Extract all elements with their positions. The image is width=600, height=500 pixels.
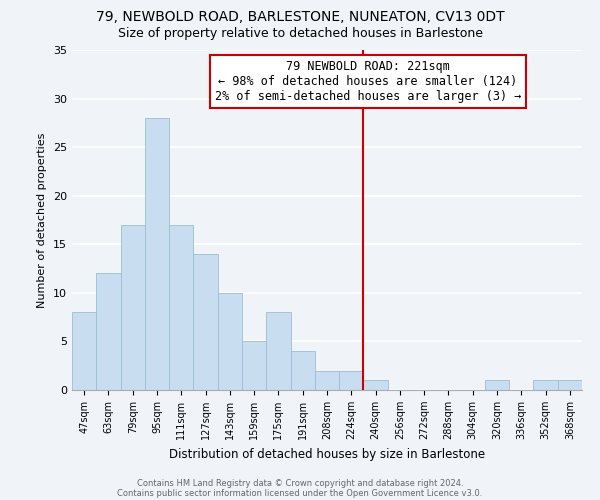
Bar — [290, 351, 315, 390]
Bar — [145, 118, 169, 390]
Bar — [266, 312, 290, 390]
Bar — [339, 370, 364, 390]
Bar — [96, 274, 121, 390]
Text: 79 NEWBOLD ROAD: 221sqm
← 98% of detached houses are smaller (124)
2% of semi-de: 79 NEWBOLD ROAD: 221sqm ← 98% of detache… — [215, 60, 521, 103]
Bar — [485, 380, 509, 390]
Bar — [121, 225, 145, 390]
Bar — [193, 254, 218, 390]
X-axis label: Distribution of detached houses by size in Barlestone: Distribution of detached houses by size … — [169, 448, 485, 460]
Text: Size of property relative to detached houses in Barlestone: Size of property relative to detached ho… — [118, 28, 482, 40]
Text: 79, NEWBOLD ROAD, BARLESTONE, NUNEATON, CV13 0DT: 79, NEWBOLD ROAD, BARLESTONE, NUNEATON, … — [95, 10, 505, 24]
Bar — [533, 380, 558, 390]
Y-axis label: Number of detached properties: Number of detached properties — [37, 132, 47, 308]
Text: Contains public sector information licensed under the Open Government Licence v3: Contains public sector information licen… — [118, 488, 482, 498]
Bar — [218, 293, 242, 390]
Bar — [558, 380, 582, 390]
Bar — [169, 225, 193, 390]
Bar — [315, 370, 339, 390]
Bar — [364, 380, 388, 390]
Bar — [72, 312, 96, 390]
Text: Contains HM Land Registry data © Crown copyright and database right 2024.: Contains HM Land Registry data © Crown c… — [137, 478, 463, 488]
Bar — [242, 342, 266, 390]
